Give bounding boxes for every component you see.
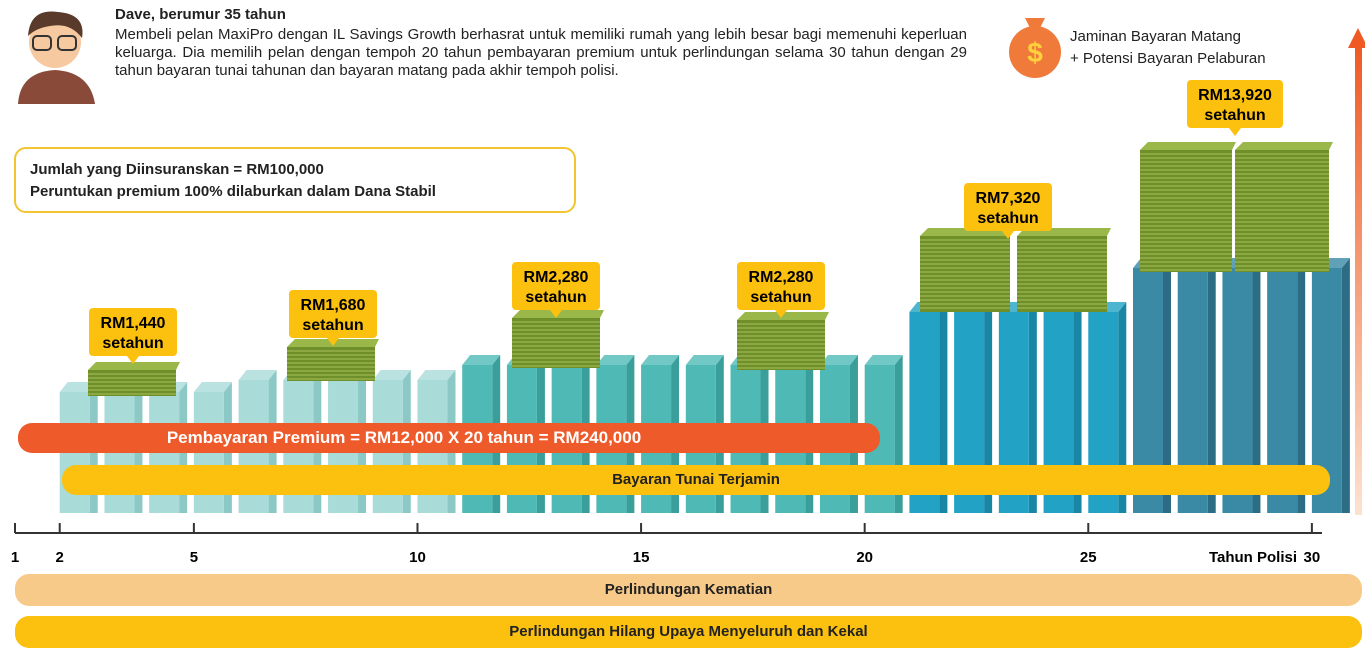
cash-stack [1017,236,1107,312]
column-side [1342,258,1350,513]
premium-bar: Pembayaran Premium = RM12,000 X 20 tahun… [18,423,880,453]
cash-stack [920,236,1010,312]
legend-line: + Potensi Bayaran Pelaburan [1070,48,1266,70]
cash-top [1235,142,1333,150]
payout-unit: setahun [1204,107,1265,124]
payout-amount: RM2,280 [749,269,814,286]
growth-arrow [1348,28,1365,515]
info-line: Jumlah yang Diinsuranskan = RM100,000 [30,159,574,181]
payout-amount: RM7,320 [976,190,1041,207]
callout-pointer [1229,128,1241,136]
tick-label: 1 [11,549,19,566]
coverage-bar: Perlindungan Kematian [15,574,1362,606]
axis-title: Tahun Polisi [1209,549,1297,566]
payout-amount: RM2,280 [524,269,589,286]
payout-amount: RM1,680 [301,297,366,314]
profile-name: Dave, berumur 35 tahun [115,6,286,23]
page: {"profile":{"name":"Dave, berumur 35 tah… [0,0,1365,653]
coverage-bar: Perlindungan Hilang Upaya Menyeluruh dan… [15,616,1362,648]
payout-unit: setahun [302,317,363,334]
tick-label: 20 [856,549,873,566]
svg-text:$: $ [1027,37,1043,68]
tick-label: 5 [190,549,198,566]
tick-label: 25 [1080,549,1097,566]
cash-top [1140,142,1236,150]
payout-unit: setahun [102,335,163,352]
payout-amount: RM13,920 [1198,87,1272,104]
tick-label: 10 [409,549,426,566]
payout-unit: setahun [750,289,811,306]
payout-unit: setahun [525,289,586,306]
payout-unit: setahun [977,210,1038,227]
money-bag-icon: $ [1009,18,1061,78]
profile-description: Membeli pelan MaxiPro dengan IL Savings … [115,26,967,80]
cash-top [88,362,180,370]
graphics: $ 1251015202530Tahun Polisi RM1,440setah… [0,0,1365,653]
cash-bar: Bayaran Tunai Terjamin [62,465,1330,495]
legend: Jaminan Bayaran Matang + Potensi Bayaran… [1070,26,1266,70]
legend-line: Jaminan Bayaran Matang [1070,26,1266,48]
cash-stack [287,347,375,381]
tick-label: 15 [633,549,650,566]
avatar [18,12,95,105]
tick-label: 2 [56,549,64,566]
premium-bar-text: Pembayaran Premium = RM12,000 X 20 tahun… [167,428,641,447]
info-line: Peruntukan premium 100% dilaburkan dalam… [30,181,574,203]
payout-amount: RM1,440 [101,315,166,332]
info-box: Jumlah yang Diinsuranskan = RM100,000 Pe… [14,147,576,213]
tick-label: 30 [1304,549,1321,566]
